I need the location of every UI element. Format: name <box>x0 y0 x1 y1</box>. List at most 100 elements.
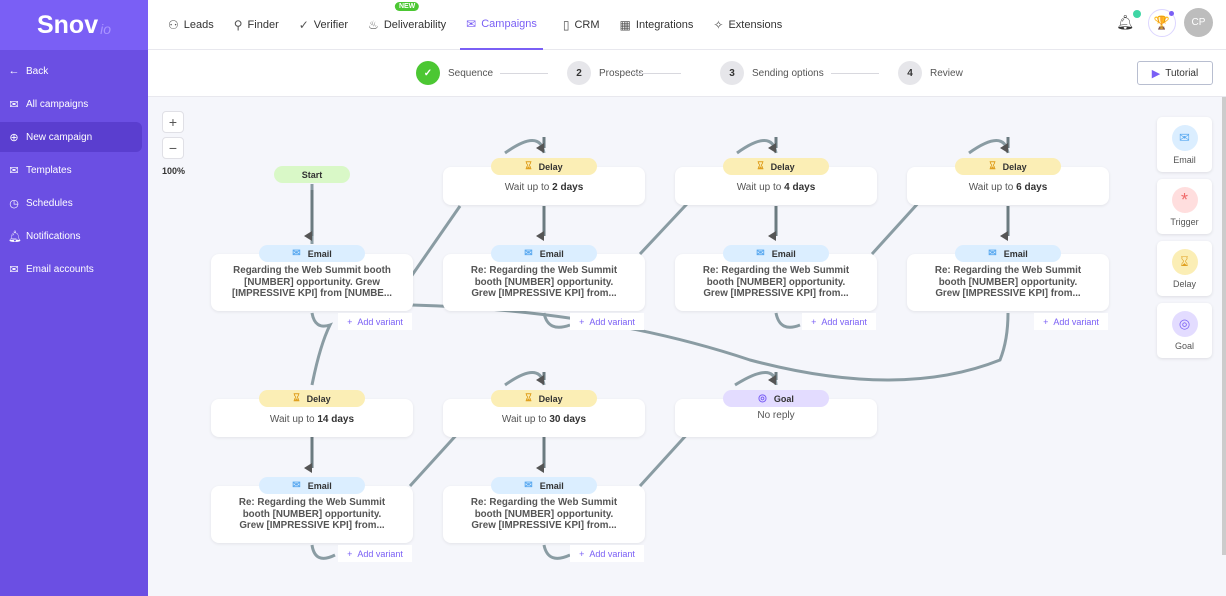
delay-pill: ⌛︎ Delay <box>491 158 597 175</box>
step-sequence[interactable]: ✓ Sequence <box>416 61 493 85</box>
flame-icon: ♨ <box>368 18 379 32</box>
email-pill: ✉ Email <box>955 245 1061 262</box>
step-review[interactable]: 4 Review <box>898 61 963 85</box>
mail-icon: ✉ <box>9 98 19 111</box>
target-icon: ◎ <box>1171 311 1198 337</box>
sidebar-item-templates[interactable]: ✉ Templates <box>9 164 72 177</box>
sidebar-item-back[interactable]: ← Back <box>8 65 49 77</box>
email-card[interactable]: Re: Regarding the Web Summit booth [NUMB… <box>907 254 1109 311</box>
step-divider <box>633 73 681 74</box>
zoom-in-button[interactable]: + <box>162 111 184 133</box>
check-circle-icon: ✓ <box>298 18 309 32</box>
add-variant-button[interactable]: + Add variant <box>802 313 876 330</box>
plus-circle-icon: ⊕ <box>9 131 19 144</box>
zoom-out-button[interactable]: − <box>162 137 184 159</box>
mail-icon: ✉ <box>292 248 301 259</box>
template-icon: ✉ <box>9 164 19 177</box>
hourglass-icon: ⌛︎ <box>293 393 300 404</box>
target-icon: ◎ <box>758 393 767 404</box>
palette-trigger[interactable]: * Trigger <box>1157 179 1212 234</box>
delay-pill: ⌛︎ Delay <box>955 158 1061 175</box>
mail-icon: ✉ <box>292 480 301 491</box>
trophy-icon[interactable]: 🏆 <box>1148 8 1176 37</box>
mail-icon: ✉ <box>524 480 533 491</box>
email-pill: ✉ Email <box>259 245 365 262</box>
palette-goal[interactable]: ◎ Goal <box>1157 303 1212 358</box>
hourglass-icon: ⌛︎ <box>1171 249 1198 275</box>
sidebar: Snov io ← Back ✉ All campaigns ⊕ New campaig… <box>0 0 148 596</box>
add-variant-button[interactable]: + Add variant <box>338 545 412 562</box>
users-icon: ⚇ <box>168 18 179 32</box>
email-pill: ✉ Email <box>259 477 365 494</box>
grid-icon: ▦ <box>619 18 631 32</box>
add-variant-button[interactable]: + Add variant <box>570 313 644 330</box>
delay-pill: ⌛︎ Delay <box>259 390 365 407</box>
email-card[interactable]: Re: Regarding the Web Summit booth [NUMB… <box>443 486 645 543</box>
delay-pill: ⌛︎ Delay <box>723 158 829 175</box>
asterisk-icon: * <box>1171 187 1198 213</box>
sidebar-item-notifications[interactable]: 🔔︎ Notifications <box>8 230 81 243</box>
avatar[interactable]: CP <box>1184 8 1213 37</box>
mail-icon: ✉ <box>756 248 765 259</box>
step-divider <box>831 73 879 74</box>
sidebar-item-schedules[interactable]: ◷ Schedules <box>9 197 73 210</box>
nav-campaigns[interactable]: ✉ Campaigns <box>460 0 543 50</box>
email-pill: ✉ Email <box>491 245 597 262</box>
mail-icon: ✉ <box>1171 125 1198 151</box>
step-sending-options[interactable]: 3 Sending options <box>720 61 824 85</box>
email-card[interactable]: Regarding the Web Summit booth [NUMBER] … <box>211 254 413 311</box>
delay-pill: ⌛︎ Delay <box>491 390 597 407</box>
hourglass-icon: ⌛︎ <box>525 393 532 404</box>
mail-icon: ✉ <box>988 248 997 259</box>
scrollbar[interactable] <box>1222 97 1226 555</box>
nav-extensions[interactable]: ✧ Extensions <box>713 18 783 32</box>
hourglass-icon: ⌛︎ <box>525 161 532 172</box>
add-variant-button[interactable]: + Add variant <box>1034 313 1108 330</box>
bell-icon[interactable]: 🔔︎ <box>1116 10 1141 30</box>
nav-finder[interactable]: ⚲ Finder <box>233 18 279 32</box>
email-card[interactable]: Re: Regarding the Web Summit booth [NUMB… <box>675 254 877 311</box>
step-divider <box>500 73 548 74</box>
nav-integrations[interactable]: ▦ Integrations <box>619 18 694 32</box>
email-pill: ✉ Email <box>723 245 829 262</box>
goal-pill: ◎ Goal <box>723 390 829 407</box>
sidebar-item-email-accounts[interactable]: ✉ Email accounts <box>9 263 94 276</box>
clock-icon: ◷ <box>9 197 19 210</box>
logo[interactable]: Snov io <box>0 0 148 50</box>
bell-icon: 🔔︎ <box>8 230 22 243</box>
palette-email[interactable]: ✉ Email <box>1157 117 1212 172</box>
arrow-left-icon: ← <box>8 65 20 77</box>
check-icon: ✓ <box>416 61 440 85</box>
palette-delay[interactable]: ⌛︎ Delay <box>1157 241 1212 296</box>
hourglass-icon: ⌛︎ <box>757 161 764 172</box>
email-card[interactable]: Re: Regarding the Web Summit booth [NUMB… <box>211 486 413 543</box>
mail-icon: ✉ <box>524 248 533 259</box>
hourglass-icon: ⌛︎ <box>989 161 996 172</box>
sidebar-item-new-campaign[interactable]: ⊕ New campaign <box>0 122 142 152</box>
email-pill: ✉ Email <box>491 477 597 494</box>
play-icon: ▶ <box>1151 67 1161 80</box>
delay-card[interactable]: Wait up to 30 days <box>443 399 645 437</box>
start-node[interactable]: Start <box>274 166 350 183</box>
mail-icon: ✉ <box>466 17 477 31</box>
nav-verifier[interactable]: ✓ Verifier <box>298 18 349 32</box>
new-badge: NEW <box>394 2 420 11</box>
top-nav: ⚇ Leads ⚲ Finder ✓ Verifier NEW ♨ Deliverabil… <box>148 0 1226 50</box>
zoom-level: 100% <box>162 166 186 176</box>
step-prospects[interactable]: 2 Prospects <box>567 61 643 85</box>
sidebar-item-all-campaigns[interactable]: ✉ All campaigns <box>9 98 89 111</box>
add-variant-button[interactable]: + Add variant <box>570 545 644 562</box>
email-card[interactable]: Re: Regarding the Web Summit booth [NUMB… <box>443 254 645 311</box>
delay-card[interactable]: Wait up to 4 days <box>675 167 877 205</box>
nav-leads[interactable]: ⚇ Leads <box>168 18 214 32</box>
search-icon: ⚲ <box>233 18 243 32</box>
nav-crm[interactable]: ▯ CRM <box>562 18 600 32</box>
crm-icon: ▯ <box>562 18 570 32</box>
tutorial-button[interactable]: ▶ Tutorial <box>1137 61 1213 85</box>
mail-icon: ✉ <box>9 263 19 276</box>
puzzle-icon: ✧ <box>713 18 724 32</box>
add-variant-button[interactable]: + Add variant <box>338 313 412 330</box>
nav-deliverability[interactable]: NEW ♨ Deliverability <box>368 2 447 32</box>
